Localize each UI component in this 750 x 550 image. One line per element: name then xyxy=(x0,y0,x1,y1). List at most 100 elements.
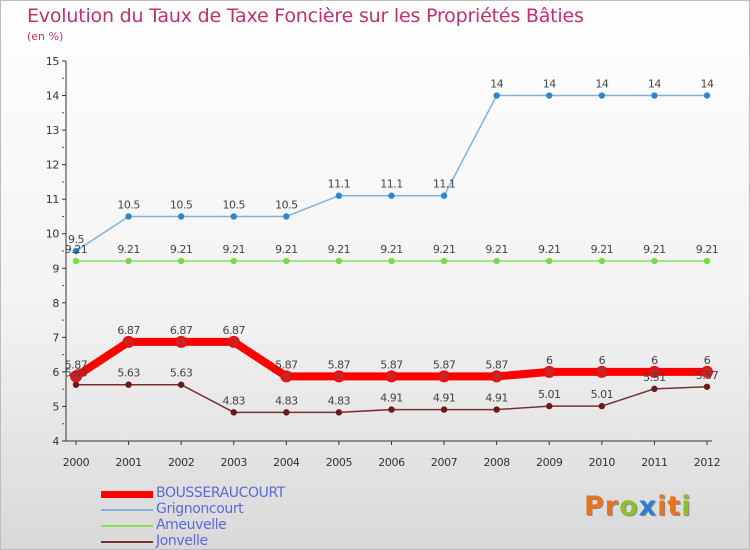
data-point-bousseraucourt xyxy=(385,370,398,383)
x-tick-label: 2008 xyxy=(483,456,510,469)
data-label-grignoncourt: 10.5 xyxy=(117,198,140,211)
legend-swatch-bousseraucourt xyxy=(101,491,153,498)
y-tick-label: 4 xyxy=(52,435,59,448)
x-tick-label: 2004 xyxy=(273,456,300,469)
data-label-ameuvelle: 9.21 xyxy=(117,243,140,256)
data-label-ameuvelle: 9.21 xyxy=(65,243,88,256)
data-label-jonvelle: 4.83 xyxy=(275,394,298,407)
data-label-ameuvelle: 9.21 xyxy=(538,243,561,256)
x-tick-label: 2007 xyxy=(431,456,458,469)
legend-swatch-jonvelle xyxy=(101,541,153,543)
data-label-ameuvelle: 9.21 xyxy=(328,243,351,256)
data-label-bousseraucourt: 6 xyxy=(599,354,606,367)
data-point-ameuvelle xyxy=(283,257,290,265)
y-tick-label: 11 xyxy=(46,193,59,206)
data-point-jonvelle xyxy=(230,409,237,416)
data-label-grignoncourt: 11.1 xyxy=(328,178,351,191)
data-label-grignoncourt: 10.5 xyxy=(170,198,193,211)
legend-label-grignoncourt: Grignoncourt xyxy=(156,501,244,517)
proxiti-logo: Proxiti xyxy=(584,491,692,522)
data-point-ameuvelle xyxy=(72,257,80,265)
y-tick-label: 8 xyxy=(52,297,59,310)
data-label-jonvelle: 5.01 xyxy=(591,388,614,401)
data-point-bousseraucourt xyxy=(595,365,608,378)
data-point-bousseraucourt xyxy=(70,370,82,383)
data-point-grignoncourt xyxy=(335,192,343,199)
data-point-bousseraucourt xyxy=(490,370,503,383)
data-point-jonvelle xyxy=(72,381,80,388)
data-label-bousseraucourt: 5.87 xyxy=(65,358,88,371)
x-tick-label: 2009 xyxy=(536,456,563,469)
data-label-jonvelle: 5.51 xyxy=(643,371,666,384)
legend-label-jonvelle: Jonvelle xyxy=(156,533,208,549)
data-label-grignoncourt: 10.5 xyxy=(223,198,246,211)
x-tick-label: 2001 xyxy=(115,456,141,469)
data-label-jonvelle: 5.63 xyxy=(117,367,140,380)
data-point-bousseraucourt xyxy=(280,370,293,383)
data-label-ameuvelle: 9.21 xyxy=(591,243,614,256)
data-label-bousseraucourt: 6 xyxy=(546,354,553,367)
data-label-grignoncourt: 11.1 xyxy=(433,178,456,191)
data-label-grignoncourt: 10.5 xyxy=(275,198,298,211)
y-tick-label: 7 xyxy=(52,331,59,344)
data-label-jonvelle: 4.83 xyxy=(223,394,246,407)
data-point-ameuvelle xyxy=(125,257,132,265)
data-point-grignoncourt xyxy=(651,92,658,99)
data-point-ameuvelle xyxy=(598,257,606,265)
data-label-ameuvelle: 9.21 xyxy=(433,243,456,256)
data-point-bousseraucourt xyxy=(227,335,240,348)
data-label-grignoncourt: 14 xyxy=(701,78,714,91)
chart-title: Evolution du Taux de Taxe Foncière sur l… xyxy=(27,5,584,27)
data-point-grignoncourt xyxy=(546,92,553,99)
data-point-ameuvelle xyxy=(388,257,395,265)
x-tick-label: 2012 xyxy=(694,456,720,469)
data-label-grignoncourt: 14 xyxy=(648,78,661,91)
data-label-bousseraucourt: 6.87 xyxy=(223,324,246,337)
x-tick-label: 2006 xyxy=(378,456,405,469)
data-point-grignoncourt xyxy=(493,92,500,99)
data-point-jonvelle xyxy=(283,409,290,416)
data-point-jonvelle xyxy=(546,402,553,410)
chart-unit-label: (en %) xyxy=(27,30,64,43)
data-label-bousseraucourt: 6.87 xyxy=(117,324,140,337)
data-label-bousseraucourt: 5.87 xyxy=(328,358,351,371)
data-label-ameuvelle: 9.21 xyxy=(643,243,666,256)
data-label-grignoncourt: 9.5 xyxy=(68,233,84,246)
data-point-bousseraucourt xyxy=(175,335,188,348)
data-point-jonvelle xyxy=(177,381,185,388)
y-tick-label: 9 xyxy=(52,262,59,275)
data-label-jonvelle: 5.57 xyxy=(696,369,719,382)
data-point-grignoncourt xyxy=(703,92,711,99)
logo-letter: P xyxy=(584,491,605,522)
data-point-ameuvelle xyxy=(651,257,658,265)
data-label-ameuvelle: 9.21 xyxy=(275,243,298,256)
data-label-jonvelle: 5.63 xyxy=(65,367,88,380)
x-tick-label: 2003 xyxy=(221,456,248,469)
data-point-jonvelle xyxy=(388,406,395,413)
data-label-bousseraucourt: 6 xyxy=(704,354,711,367)
data-label-ameuvelle: 9.21 xyxy=(696,243,719,256)
data-point-ameuvelle xyxy=(177,257,185,265)
data-label-jonvelle: 4.91 xyxy=(433,392,456,405)
data-point-grignoncourt xyxy=(440,192,448,199)
data-label-jonvelle: 5.63 xyxy=(170,367,193,380)
data-point-grignoncourt xyxy=(230,213,237,220)
y-tick-label: 10 xyxy=(46,228,60,241)
data-label-ameuvelle: 9.21 xyxy=(380,243,403,256)
data-point-ameuvelle xyxy=(440,257,448,265)
data-label-ameuvelle: 9.21 xyxy=(170,243,193,256)
data-label-grignoncourt: 14 xyxy=(490,78,503,91)
data-label-bousseraucourt: 5.87 xyxy=(380,358,403,371)
logo-letter: t xyxy=(667,491,682,522)
x-tick-label: 2010 xyxy=(589,456,616,469)
data-point-jonvelle xyxy=(440,406,448,413)
data-label-bousseraucourt: 5.87 xyxy=(275,358,298,371)
y-tick-label: 14 xyxy=(46,90,60,103)
data-point-ameuvelle xyxy=(230,257,237,265)
data-label-jonvelle: 5.01 xyxy=(538,388,561,401)
data-point-grignoncourt xyxy=(283,213,290,220)
y-tick-label: 12 xyxy=(46,159,59,172)
data-point-jonvelle xyxy=(335,409,343,416)
